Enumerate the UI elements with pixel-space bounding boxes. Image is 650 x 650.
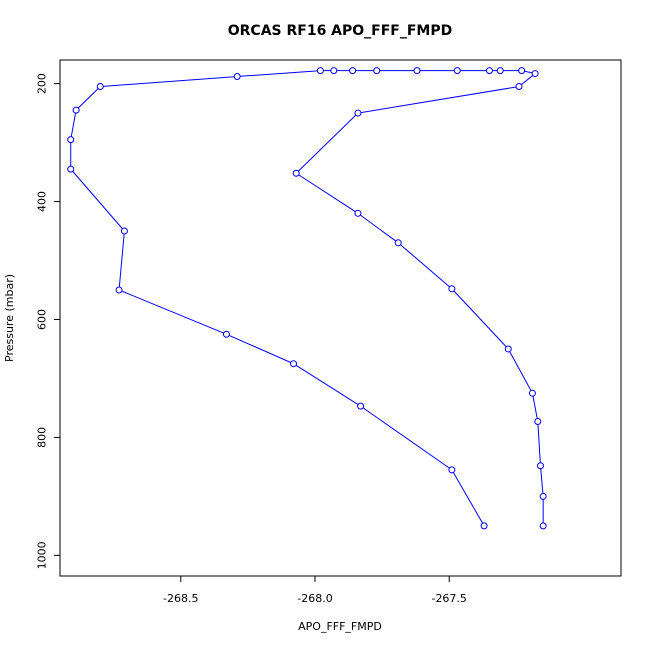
series-layer — [67, 67, 547, 530]
data-point — [222, 330, 230, 338]
chart-title: ORCAS RF16 APO_FFF_FMPD — [228, 23, 453, 39]
data-point — [536, 462, 544, 470]
data-point — [480, 522, 488, 530]
plot-frame — [59, 59, 622, 577]
data-point — [349, 67, 357, 75]
series-line-segment — [295, 364, 359, 405]
data-point — [316, 67, 324, 75]
data-point — [292, 169, 300, 177]
x-tick-label: -268.5 — [163, 592, 198, 605]
data-point — [453, 67, 461, 75]
series-line-segment — [452, 472, 484, 524]
data-point — [67, 136, 75, 144]
x-axis-label: APO_FFF_FMPD — [298, 620, 382, 633]
series-line-segment — [77, 88, 99, 109]
data-point — [496, 67, 504, 75]
data-point — [357, 402, 365, 410]
series-line-segment — [298, 114, 357, 172]
data-point — [413, 67, 421, 75]
data-point — [485, 67, 493, 75]
series-line-segment — [360, 214, 397, 242]
data-point — [290, 360, 298, 368]
data-point — [534, 417, 542, 425]
data-point — [96, 83, 104, 91]
data-point — [518, 67, 526, 75]
series-line-segment — [240, 70, 318, 77]
data-point — [528, 389, 536, 397]
y-axis-label: Pressure (mbar) — [3, 274, 16, 362]
data-point — [72, 106, 80, 114]
series-line-segment — [360, 86, 517, 114]
data-point — [539, 522, 547, 530]
y-axis: 200 400 600 800 1000 — [36, 73, 60, 569]
data-point — [67, 165, 75, 173]
data-point — [539, 492, 547, 500]
y-tick-label: 600 — [36, 309, 49, 330]
series-line-segment — [532, 396, 538, 419]
series-line-segment — [521, 75, 534, 86]
data-point — [115, 286, 123, 294]
data-point — [354, 209, 362, 217]
series-line-segment — [121, 290, 224, 334]
y-tick-label: 200 — [36, 73, 49, 94]
series-line-segment — [118, 233, 125, 288]
series-line-segment — [453, 290, 507, 348]
series-line-segment — [400, 244, 450, 288]
series-line-segment — [72, 171, 123, 230]
data-point — [448, 285, 456, 293]
x-tick-label: -267.5 — [431, 592, 466, 605]
series-line-segment — [70, 112, 77, 137]
data-point — [373, 67, 381, 75]
series-line-segment — [362, 407, 450, 469]
data-point — [233, 73, 241, 81]
data-point — [448, 466, 456, 474]
series-line-segment — [524, 70, 533, 74]
data-point — [504, 345, 512, 353]
data-point — [531, 70, 539, 78]
series-line-segment — [103, 76, 235, 87]
x-tick-label: -268.0 — [297, 592, 332, 605]
data-point — [330, 67, 338, 75]
y-tick-label: 1000 — [36, 541, 49, 569]
x-axis: -268.5 -268.0 -267.5 — [163, 576, 467, 605]
y-tick-label: 400 — [36, 191, 49, 212]
data-point — [394, 239, 402, 247]
series-line-segment — [298, 174, 356, 213]
series-line-segment — [509, 351, 532, 391]
series-line-segment — [540, 468, 544, 494]
y-tick-label: 800 — [36, 427, 49, 448]
series-line-segment — [228, 334, 291, 363]
data-point — [354, 109, 362, 117]
data-point — [120, 227, 128, 235]
series-line-segment — [537, 424, 541, 463]
data-point — [515, 83, 523, 91]
